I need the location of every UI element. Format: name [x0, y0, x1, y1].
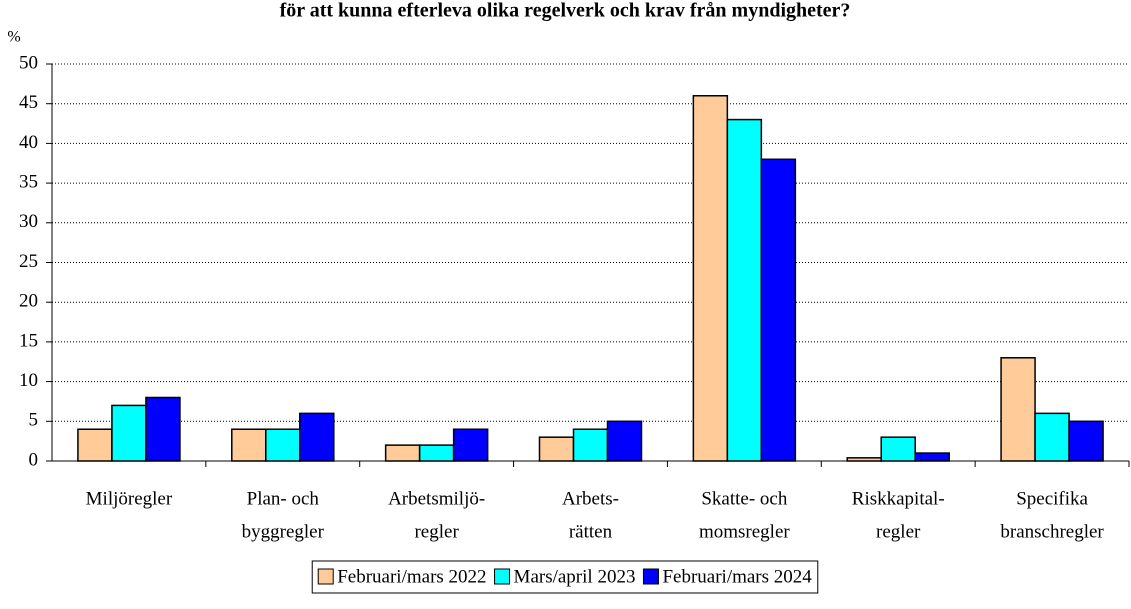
- bar: [231, 428, 267, 462]
- bar: [1034, 412, 1070, 462]
- legend-swatch: [494, 568, 511, 585]
- bar: [692, 95, 729, 462]
- bar: [880, 436, 916, 462]
- bar: [299, 412, 335, 462]
- bar: [726, 118, 763, 462]
- bar: [760, 158, 797, 462]
- x-tick-label: regler: [414, 521, 459, 542]
- x-tick-label: byggregler: [242, 521, 325, 542]
- x-tick-label: Arbets-: [562, 488, 619, 509]
- bar: [111, 404, 147, 462]
- x-tick-label: Riskkapital-: [852, 488, 945, 509]
- bar: [265, 428, 301, 462]
- legend-swatch: [317, 568, 334, 585]
- x-tick-label: Miljöregler: [86, 488, 173, 509]
- bar: [418, 444, 455, 462]
- y-tick-label: 5: [29, 410, 39, 431]
- legend-label: Februari/mars 2024: [662, 566, 812, 587]
- y-tick-label: 50: [19, 52, 38, 73]
- y-tick-label: 20: [19, 291, 38, 312]
- legend: Februari/mars 2022 Mars/april 2023 Februar…: [311, 560, 819, 594]
- y-tick-label: 40: [19, 132, 38, 153]
- legend-box: [311, 560, 819, 594]
- bar: [606, 420, 643, 462]
- chart-title: för att kunna efterleva olika regelverk …: [280, 0, 851, 22]
- y-tick-label: 30: [19, 211, 38, 232]
- y-tick-label: 15: [19, 330, 38, 351]
- legend-label: Mars/april 2023: [514, 566, 636, 587]
- y-unit: %: [7, 29, 20, 46]
- bar: [1000, 357, 1036, 462]
- y-tick-label: 0: [29, 449, 39, 470]
- bar: [914, 452, 950, 462]
- bar: [452, 428, 489, 462]
- legend-swatch: [642, 568, 659, 585]
- y-tick-label: 35: [19, 171, 38, 192]
- x-tick-label: rätten: [569, 521, 613, 542]
- bar: [538, 436, 575, 462]
- x-tick-label: Specifika: [1016, 488, 1088, 509]
- bar: [145, 396, 181, 462]
- bar: [572, 428, 609, 462]
- y-tick-label: 45: [19, 92, 38, 113]
- bar: [1068, 420, 1104, 462]
- x-tick-label: regler: [876, 521, 921, 542]
- y-tick-label: 25: [19, 251, 38, 272]
- x-tick-label: branschregler: [1000, 521, 1104, 542]
- legend-label: Februari/mars 2022: [337, 566, 486, 587]
- x-tick-label: Skatte- och: [701, 488, 788, 509]
- x-tick-label: Plan- och: [247, 488, 320, 509]
- x-tick-label: Arbetsmiljö-: [388, 488, 485, 509]
- bar: [384, 444, 421, 462]
- bar: [77, 428, 113, 462]
- y-tick-label: 10: [19, 370, 38, 391]
- x-tick-label: momsregler: [699, 521, 790, 542]
